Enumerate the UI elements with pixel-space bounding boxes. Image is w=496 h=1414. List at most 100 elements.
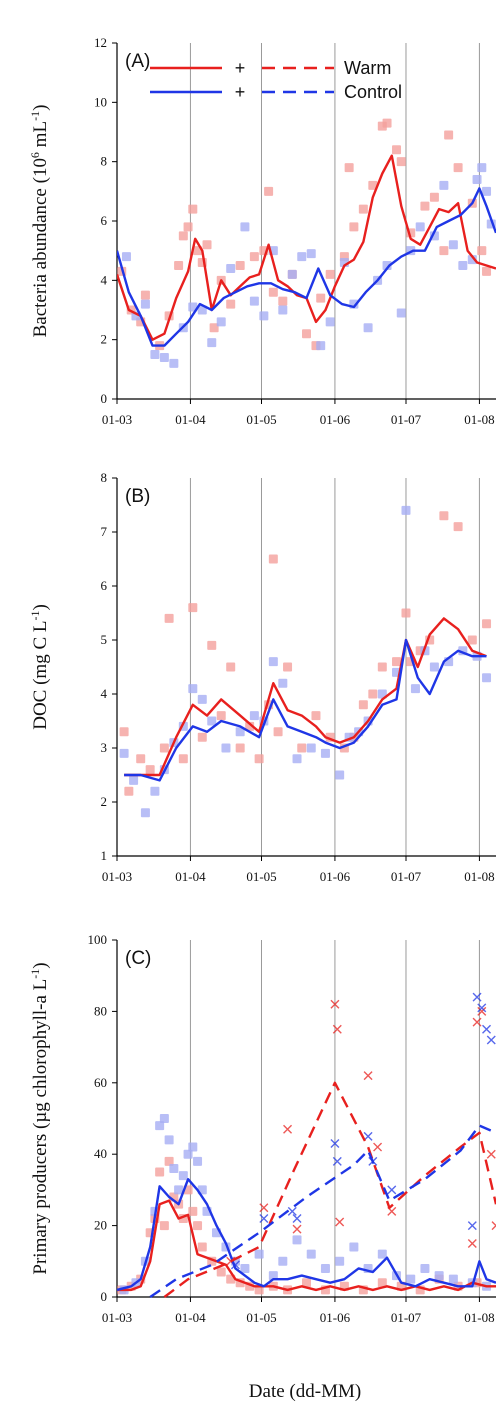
y-tick-label: 8 (101, 470, 108, 485)
legend-plus-control: + (235, 82, 246, 102)
warm-scatter-point (358, 204, 368, 214)
warm-scatter-point (188, 1206, 198, 1216)
warm-scatter-point (202, 240, 212, 250)
y-axis-label: Bacteria abundance (106 mL-1) (28, 105, 51, 338)
y-tick-label: 5 (101, 632, 108, 647)
control-scatter-point (320, 1263, 330, 1273)
y-axis-label: DOC (mg C L-1) (28, 604, 51, 730)
y-tick-label: 12 (94, 35, 107, 50)
y-tick-label: 40 (94, 1146, 107, 1161)
legend-warm-label: Warm (344, 58, 391, 78)
x-tick-label: 01-06 (320, 412, 351, 427)
warm-scatter-point (124, 786, 134, 796)
control-scatter-point (249, 711, 259, 721)
warm-x-point (486, 1149, 496, 1159)
control-x-point (259, 1213, 269, 1223)
y-tick-label: 8 (101, 154, 108, 169)
control-scatter-point (458, 261, 468, 270)
control-scatter-point (197, 305, 207, 315)
control-scatter-point (320, 748, 330, 758)
warm-scatter-point (439, 246, 449, 256)
warm-scatter-point (226, 299, 236, 309)
control-dashed-line (149, 1124, 496, 1298)
control-scatter-point (434, 1271, 444, 1281)
warm-scatter-point (136, 754, 146, 764)
warm-x-point (330, 999, 340, 1009)
y-axis-label: Primary producers (µg chlorophyll-a L-1) (28, 962, 51, 1274)
warm-dashed-line (163, 1081, 496, 1298)
warm-scatter-point (368, 689, 378, 699)
control-scatter-point (164, 1135, 174, 1145)
control-scatter-point (335, 770, 345, 780)
warm-scatter-point (396, 157, 406, 167)
control-scatter-point (448, 1274, 458, 1284)
control-scatter-point (292, 1235, 302, 1245)
warm-scatter-point (297, 743, 307, 753)
warm-scatter-point (377, 662, 387, 672)
warm-scatter-point (216, 1267, 226, 1277)
control-scatter-point (150, 786, 160, 796)
warm-scatter-point (178, 231, 188, 241)
x-tick-label: 01-03 (102, 1310, 132, 1325)
warm-x-point (472, 1017, 482, 1027)
control-scatter-point (226, 263, 236, 273)
warm-solid-line (124, 617, 487, 777)
panel-label: (C) (125, 948, 151, 969)
warm-x-point (292, 1224, 302, 1234)
panel-3: 0 20 40 60 80 100 01-03 01-04 01-05 01-06 01-07 01-… (28, 932, 496, 1325)
warm-scatter-point (164, 1156, 174, 1166)
control-scatter-point (169, 358, 179, 368)
control-scatter-point (254, 1249, 264, 1259)
x-tick-label: 01-07 (391, 869, 422, 884)
control-scatter-point (159, 1114, 169, 1123)
warm-x-point (373, 1142, 383, 1152)
warm-x-point (332, 1024, 342, 1034)
warm-scatter-point (209, 323, 219, 333)
control-x-point (292, 1213, 302, 1223)
control-scatter-point (325, 317, 335, 327)
warm-scatter-point (344, 163, 354, 173)
control-scatter-point (197, 694, 207, 704)
warm-scatter-point (377, 1278, 387, 1288)
y-tick-label: 60 (94, 1075, 107, 1090)
control-scatter-point (119, 748, 129, 758)
control-scatter-point (482, 186, 492, 196)
warm-x-point (283, 1124, 293, 1134)
warm-scatter-point (193, 1221, 203, 1231)
warm-x-point (363, 1071, 373, 1081)
control-x-point (332, 1156, 342, 1166)
warm-scatter-point (207, 640, 217, 650)
y-tick-label: 20 (94, 1218, 107, 1233)
x-tick-label: 01-05 (246, 412, 276, 427)
x-tick-label: 01-04 (175, 412, 206, 427)
control-scatter-point (377, 1249, 387, 1259)
warm-scatter-point (159, 743, 169, 753)
control-scatter-point (140, 808, 150, 818)
warm-scatter-point (249, 252, 259, 262)
warm-scatter-point (159, 1221, 169, 1231)
legend-plus-warm: + (235, 58, 246, 78)
control-scatter-point (140, 299, 150, 309)
control-solid-line (124, 638, 487, 782)
control-solid-line (117, 1178, 496, 1292)
control-scatter-point (216, 317, 226, 327)
warm-scatter-point (283, 662, 293, 672)
y-tick-label: 7 (101, 524, 108, 539)
warm-x-point (477, 1006, 487, 1016)
warm-scatter-point (197, 1242, 207, 1252)
x-tick-label: 01-04 (175, 1310, 206, 1325)
control-scatter-point (396, 308, 406, 318)
warm-scatter-point (174, 261, 184, 270)
control-scatter-point (278, 678, 288, 688)
control-scatter-point (477, 163, 487, 173)
warm-scatter-point (273, 727, 283, 737)
control-scatter-point (448, 240, 458, 250)
control-scatter-point (472, 174, 482, 184)
warm-scatter-point (302, 1278, 311, 1288)
legend: + + Warm Control (150, 58, 402, 102)
control-scatter-point (316, 341, 326, 351)
x-tick-label: 01-08 (464, 1310, 494, 1325)
warm-scatter-point (482, 619, 492, 629)
control-scatter-point (420, 1263, 430, 1273)
